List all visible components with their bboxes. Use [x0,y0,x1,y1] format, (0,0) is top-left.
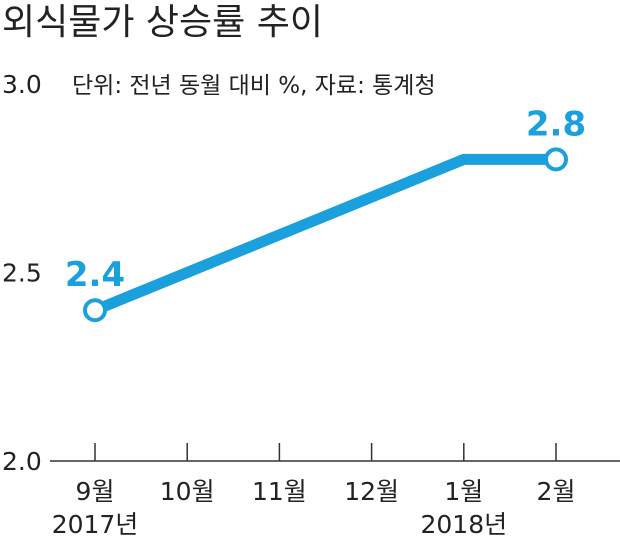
x-axis-tick-labels: 9월 10월 11월 12월 1월 2월 [76,477,576,506]
y-tick-label: 2.0 [2,447,42,476]
y-tick-label: 3.0 [2,70,42,99]
chart-title: 외식물가 상승률 추이 [2,2,323,43]
x-tick-label: 9월 [76,477,115,506]
data-labels: 2.4 2.8 [65,104,586,295]
data-label: 2.8 [526,104,586,144]
x-tick-label: 2월 [537,477,576,506]
x-axis-ticks [94,443,557,461]
series-line [89,153,562,316]
x-tick-label: 1월 [444,477,483,506]
data-point-marker [83,298,107,323]
chart-subtitle: 단위: 전년 동월 대비 %, 자료: 통계청 [72,73,436,99]
y-axis-tick-labels: 2.0 2.5 3.0 [2,70,42,476]
x-tick-label: 10월 [160,477,215,506]
series-markers [83,147,568,323]
x-axis-year-labels: 2017년 2018년 [52,510,507,539]
data-point-marker [544,147,568,172]
data-label: 2.4 [65,255,125,295]
x-tick-label: 11월 [252,477,307,506]
x-tick-label: 12월 [344,477,399,506]
x-year-label: 2018년 [420,510,507,539]
x-year-label: 2017년 [52,510,139,539]
y-tick-label: 2.5 [2,259,42,288]
